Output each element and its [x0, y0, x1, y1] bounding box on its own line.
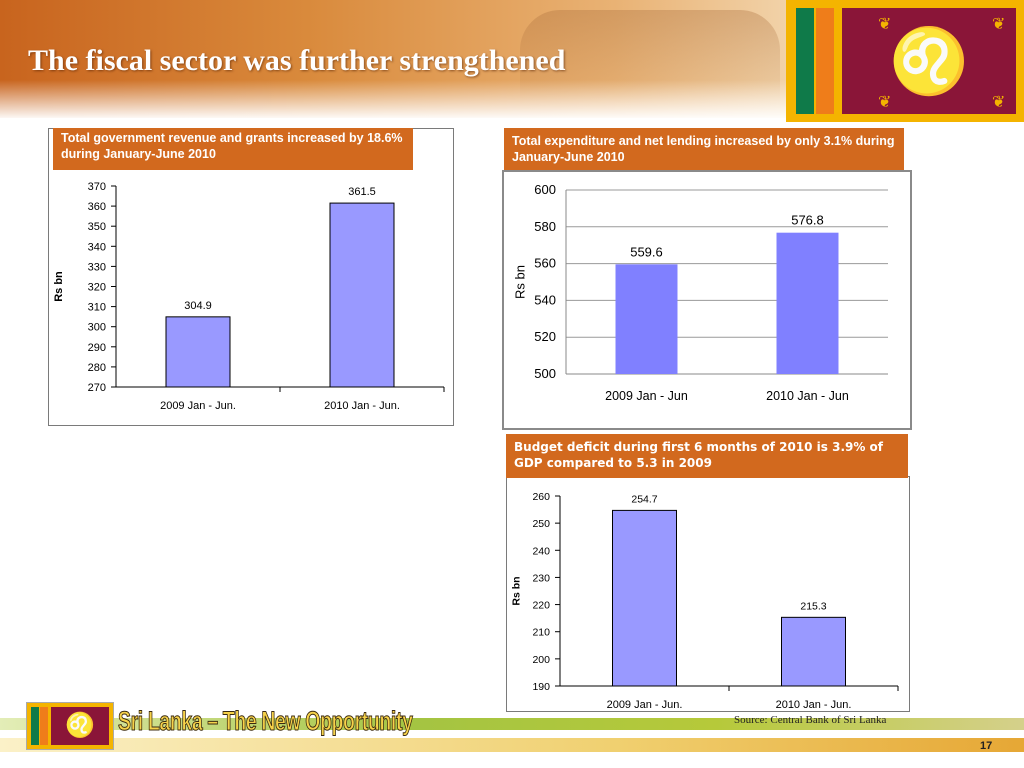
y-tick-label: 200 [532, 654, 550, 666]
y-tick-label: 520 [534, 329, 556, 344]
y-axis-label: Rs bn [513, 265, 528, 299]
y-tick-label: 190 [532, 681, 550, 693]
revenue-panel-header: Total government revenue and grants incr… [53, 128, 413, 170]
data-label: 559.6 [630, 244, 663, 259]
deficit-chart: 190 200 210 220 230 240 250 260 Rs bn 254.7 2009 J… [511, 491, 899, 708]
y-tick-label: 540 [534, 292, 556, 307]
page-number: 17 [980, 740, 993, 752]
bar [165, 316, 231, 388]
bar [329, 202, 395, 388]
bar [776, 232, 839, 374]
data-label: 361.5 [348, 186, 376, 198]
y-tick-label: 360 [88, 201, 106, 213]
y-axis-label: Rs bn [511, 576, 523, 605]
expenditure-chart: 500 520 540 560 580 600 Rs bn 559.6 2009 Jan - J… [513, 182, 888, 403]
revenue-chart: 270 280 290 300 310 320 330 340 350 360 370 Rs bn 30… [53, 181, 445, 412]
x-tick-label: 2009 Jan - Jun. [160, 400, 236, 412]
y-tick-label: 600 [534, 182, 556, 197]
flag-maroon-field [842, 8, 1016, 114]
tagline-logo-text: Sri Lanka – The New Opportunity [118, 706, 414, 737]
y-tick-label: 350 [88, 221, 106, 233]
y-tick-label: 240 [532, 545, 550, 557]
bo-leaf-icon: ❦ [878, 16, 892, 33]
bo-leaf-icon: ❦ [992, 16, 1006, 33]
lion-icon: ♌ [889, 25, 969, 97]
data-label: 576.8 [791, 213, 824, 228]
data-label: 254.7 [631, 493, 657, 505]
bar [612, 509, 677, 687]
bo-leaf-icon: ❦ [992, 94, 1006, 111]
y-tick-label: 320 [88, 282, 106, 294]
data-label: 304.9 [184, 300, 212, 312]
x-tick-label: 2010 Jan - Jun [766, 389, 849, 403]
y-tick-label: 220 [532, 600, 550, 612]
x-tick-label: 2009 Jan - Jun [605, 389, 688, 403]
flag-green-stripe [31, 707, 39, 745]
footer-gold-bar [0, 738, 1024, 752]
x-tick-label: 2010 Jan - Jun. [324, 400, 400, 412]
data-label: 215.3 [800, 600, 826, 612]
y-tick-label: 340 [88, 241, 106, 253]
y-tick-label: 250 [532, 518, 550, 530]
x-tick-label: 2009 Jan - Jun. [607, 699, 683, 708]
y-tick-label: 300 [88, 322, 106, 334]
source-note: Source: Central Bank of Sri Lanka [734, 714, 887, 726]
y-tick-label: 290 [88, 342, 106, 354]
y-tick-label: 560 [534, 256, 556, 271]
y-tick-label: 580 [534, 219, 556, 234]
y-tick-label: 500 [534, 366, 556, 381]
flag-green-stripe [796, 8, 814, 114]
footer-flag-logo: ♌ [26, 702, 114, 750]
x-tick-label: 2010 Jan - Jun. [776, 699, 852, 708]
y-tick-label: 270 [88, 382, 106, 394]
expenditure-panel-header: Total expenditure and net lending increa… [504, 128, 904, 170]
y-tick-label: 210 [532, 627, 550, 639]
flag-orange-stripe [816, 8, 834, 114]
y-tick-label: 370 [88, 181, 106, 193]
bar [781, 616, 846, 687]
y-tick-label: 260 [532, 491, 550, 503]
slide-title: The fiscal sector was further strengthen… [28, 44, 566, 77]
sri-lanka-flag: ♌ ❦ ❦ ❦ ❦ [786, 0, 1024, 122]
bar [615, 264, 678, 374]
y-tick-label: 310 [88, 302, 106, 314]
deficit-panel-header: Budget deficit during first 6 months of … [506, 434, 908, 478]
footer-green-bar [0, 718, 1024, 730]
lion-icon: ♌ [51, 707, 109, 745]
y-tick-label: 280 [88, 362, 106, 374]
y-tick-label: 330 [88, 261, 106, 273]
y-tick-label: 230 [532, 572, 550, 584]
bo-leaf-icon: ❦ [878, 94, 892, 111]
flag-orange-stripe [40, 707, 48, 745]
y-axis-label: Rs bn [53, 271, 65, 302]
